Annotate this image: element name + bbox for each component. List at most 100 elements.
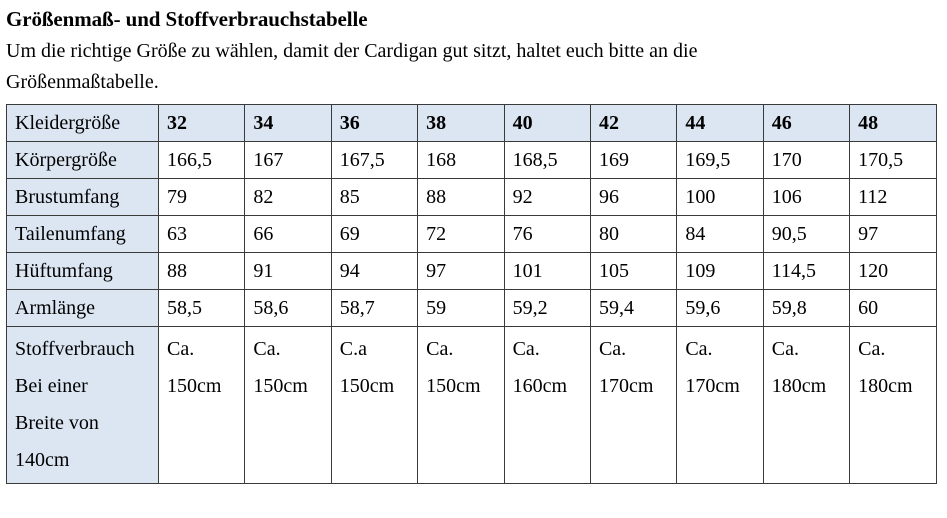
cell-koerpergroesse-36: 167,5: [330, 141, 419, 179]
cell-hueftumfang-48: 120: [849, 252, 937, 290]
column-header-size-46: 46: [762, 104, 851, 142]
fabric-length: 160cm: [512, 375, 567, 397]
cell-koerpergroesse-32: 166,5: [157, 141, 246, 179]
row-header-koerpergroesse: Körpergröße: [6, 141, 159, 179]
cell-koerpergroesse-34: 167: [244, 141, 332, 179]
cell-tailenumfang-42: 80: [589, 215, 678, 253]
cell-armlaenge-32: 58,5: [157, 289, 246, 327]
cell-hueftumfang-44: 109: [676, 252, 764, 290]
cell-hueftumfang-32: 88: [157, 252, 246, 290]
fabric-length: 170cm: [685, 375, 740, 397]
cell-tailenumfang-46: 90,5: [762, 215, 851, 253]
fabric-length: 150cm: [167, 375, 222, 397]
row-header-stoffverbrauch: Stoffverbrauch Bei einer Breite von 140c…: [6, 326, 159, 484]
cell-tailenumfang-34: 66: [244, 215, 332, 253]
cell-hueftumfang-46: 114,5: [762, 252, 851, 290]
column-header-size-32: 32: [157, 104, 246, 142]
page-title: Größenmaß- und Stoffverbrauchstabelle: [6, 7, 368, 31]
cell-hueftumfang-34: 91: [244, 252, 332, 290]
cell-armlaenge-36: 58,7: [330, 289, 419, 327]
approx-label: Ca.: [598, 338, 627, 360]
table-row: Hüftumfang 88 91 94 97 101 105 109 114,5…: [6, 252, 937, 290]
column-header-size-48: 48: [849, 104, 937, 142]
cell-armlaenge-48: 60: [849, 289, 937, 327]
cell-hueftumfang-42: 105: [589, 252, 678, 290]
cell-armlaenge-38: 59: [417, 289, 505, 327]
table-row-fabric-consumption: Stoffverbrauch Bei einer Breite von 140c…: [6, 326, 937, 484]
approx-label: Ca.: [685, 338, 713, 360]
intro-line-1: Um die richtige Größe zu wählen, damit d…: [6, 40, 698, 62]
table-row: Körpergröße 166,5 167 167,5 168 168,5 16…: [6, 141, 937, 179]
cell-stoffverbrauch-32: Ca. 150cm: [157, 326, 246, 484]
fabric-length: 180cm: [858, 375, 913, 397]
fabric-length: 170cm: [598, 375, 654, 397]
fabric-length: 150cm: [339, 375, 395, 397]
table-row: Brustumfang 79 82 85 88 92 96 100 106 11…: [6, 178, 937, 216]
stoffverbrauch-line-1: Stoffverbrauch: [15, 338, 135, 360]
cell-brustumfang-32: 79: [157, 178, 246, 216]
cell-tailenumfang-44: 84: [676, 215, 764, 253]
approx-label: C.a: [339, 338, 367, 360]
column-header-size-34: 34: [244, 104, 332, 142]
cell-koerpergroesse-40: 168,5: [503, 141, 591, 179]
cell-tailenumfang-38: 72: [417, 215, 505, 253]
cell-hueftumfang-38: 97: [417, 252, 505, 290]
cell-stoffverbrauch-36: C.a 150cm: [330, 326, 419, 484]
cell-brustumfang-46: 106: [762, 178, 851, 216]
cell-koerpergroesse-46: 170: [762, 141, 851, 179]
row-header-hueftumfang: Hüftumfang: [6, 252, 159, 290]
fabric-length: 150cm: [426, 375, 481, 397]
cell-brustumfang-34: 82: [244, 178, 332, 216]
approx-label: Ca.: [512, 338, 540, 360]
stoffverbrauch-line-3: Breite von: [15, 412, 99, 434]
cell-koerpergroesse-44: 169,5: [676, 141, 764, 179]
cell-armlaenge-34: 58,6: [244, 289, 332, 327]
cell-stoffverbrauch-34: Ca. 150cm: [244, 326, 332, 484]
cell-brustumfang-40: 92: [503, 178, 591, 216]
approx-label: Ca.: [253, 338, 281, 360]
fabric-length: 180cm: [771, 375, 827, 397]
cell-hueftumfang-36: 94: [330, 252, 419, 290]
cell-brustumfang-48: 112: [849, 178, 937, 216]
cell-stoffverbrauch-42: Ca. 170cm: [589, 326, 678, 484]
column-header-measurement: Kleidergröße: [6, 104, 159, 142]
table-row: Armlänge 58,5 58,6 58,7 59 59,2 59,4 59,…: [6, 289, 937, 327]
intro-paragraph: Um die richtige Größe zu wählen, damit d…: [0, 34, 886, 98]
row-header-tailenumfang: Tailenumfang: [6, 215, 159, 253]
intro-line-2: Größenmaßtabelle.: [6, 71, 159, 93]
fabric-length: 150cm: [253, 375, 308, 397]
cell-koerpergroesse-38: 168: [417, 141, 505, 179]
cell-stoffverbrauch-38: Ca. 150cm: [417, 326, 505, 484]
table-header-row: Kleidergröße 32 34 36 38 40 42 44 46 48: [6, 104, 937, 142]
column-header-size-44: 44: [676, 104, 764, 142]
cell-brustumfang-38: 88: [417, 178, 505, 216]
approx-label: Ca.: [167, 338, 195, 360]
cell-koerpergroesse-48: 170,5: [849, 141, 937, 179]
column-header-size-38: 38: [417, 104, 505, 142]
approx-label: Ca.: [426, 338, 454, 360]
row-header-brustumfang: Brustumfang: [6, 178, 159, 216]
cell-armlaenge-40: 59,2: [503, 289, 591, 327]
cell-koerpergroesse-42: 169: [589, 141, 678, 179]
cell-brustumfang-44: 100: [676, 178, 764, 216]
table-row: Tailenumfang 63 66 69 72 76 80 84 90,5 9…: [6, 215, 937, 253]
column-header-size-36: 36: [330, 104, 419, 142]
cell-armlaenge-42: 59,4: [589, 289, 678, 327]
cell-stoffverbrauch-44: Ca. 170cm: [676, 326, 764, 484]
stoffverbrauch-line-4: 140cm: [15, 449, 70, 471]
cell-tailenumfang-48: 97: [849, 215, 937, 253]
approx-label: Ca.: [858, 338, 886, 360]
cell-brustumfang-36: 85: [330, 178, 419, 216]
approx-label: Ca.: [771, 338, 799, 360]
cell-stoffverbrauch-40: Ca. 160cm: [503, 326, 591, 484]
stoffverbrauch-line-2: Bei einer: [15, 375, 88, 397]
size-and-fabric-table: Kleidergröße 32 34 36 38 40 42 44 46 48 …: [6, 104, 937, 484]
cell-stoffverbrauch-46: Ca. 180cm: [762, 326, 851, 484]
cell-tailenumfang-40: 76: [503, 215, 591, 253]
cell-stoffverbrauch-48: Ca. 180cm: [849, 326, 937, 484]
cell-armlaenge-46: 59,8: [762, 289, 851, 327]
row-header-armlaenge: Armlänge: [6, 289, 159, 327]
cell-hueftumfang-40: 101: [503, 252, 591, 290]
cell-tailenumfang-36: 69: [330, 215, 419, 253]
